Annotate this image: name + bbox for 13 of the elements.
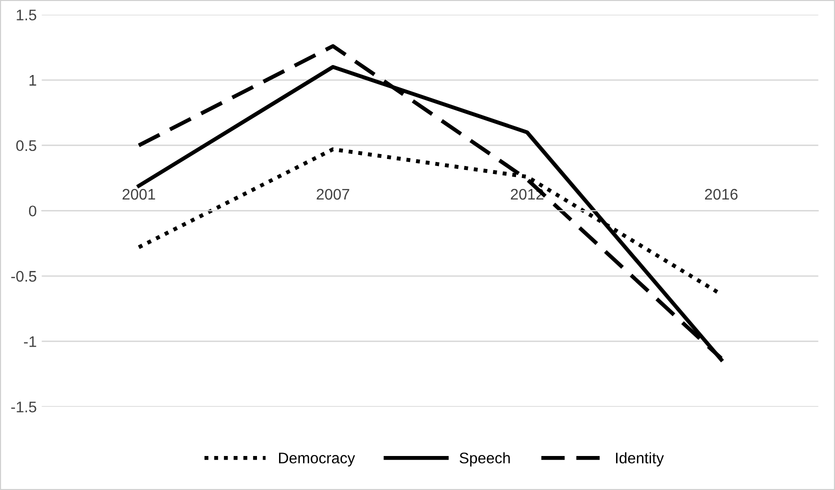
x-tick-label: 2001	[122, 188, 156, 200]
y-tick-label: 0	[28, 206, 36, 216]
y-tick-label: 1.5	[16, 10, 36, 20]
legend-label: Democracy	[279, 452, 356, 466]
legend-label: Speech	[460, 452, 510, 466]
y-tick-label: -1.5	[11, 402, 36, 412]
legend-label: Identity	[616, 452, 664, 466]
y-tick-label: 1	[30, 75, 36, 86]
x-tick-label: 2007	[316, 188, 350, 200]
y-tick-label: -0.5	[11, 270, 36, 282]
y-tick-label: -1	[24, 336, 36, 347]
y-tick-label: 0.5	[16, 140, 36, 152]
x-tick-label: 2016	[705, 188, 738, 200]
